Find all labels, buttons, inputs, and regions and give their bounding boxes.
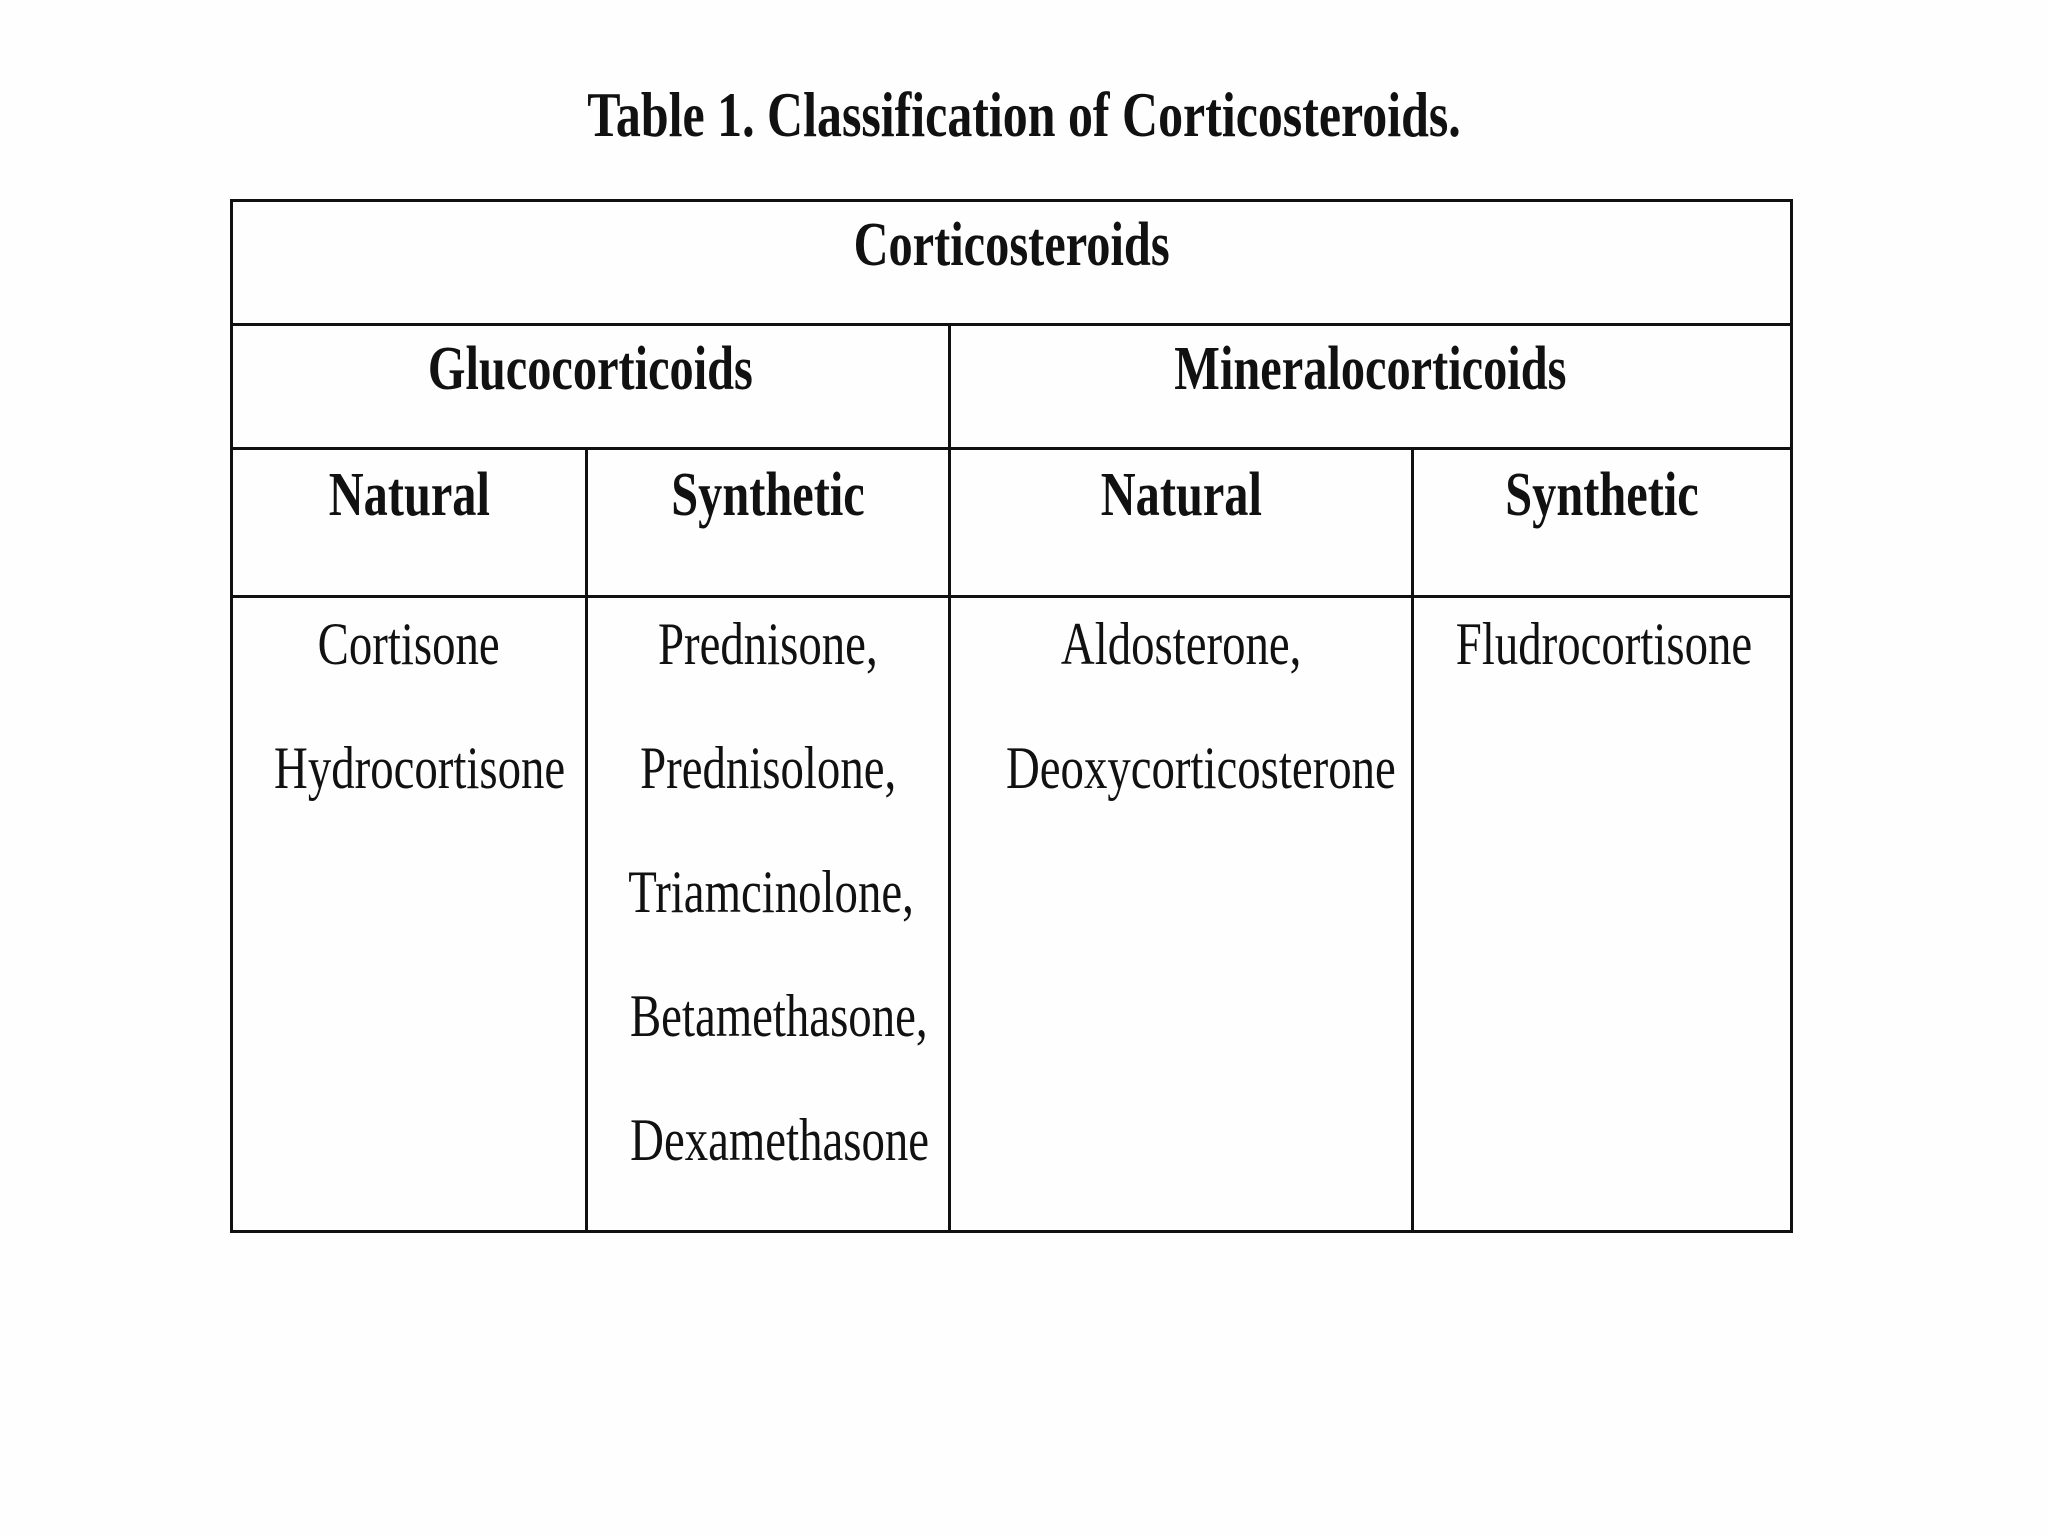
list-item: Dexamethasone bbox=[630, 1107, 930, 1173]
list-item: Hydrocortisone bbox=[274, 735, 566, 801]
cell-mineralo-natural: Aldosterone, Deoxycorticosterone bbox=[948, 595, 1414, 1233]
table-title: Table 1. Classification of Corticosteroi… bbox=[587, 79, 1461, 150]
list-item: Cortisone bbox=[317, 611, 500, 677]
classification-table: Corticosteroids Glucocorticoids Mineralo… bbox=[229, 199, 1794, 1233]
list-item: Triamcinolone, bbox=[628, 859, 914, 925]
table-row: Cortisone Hydrocortisone Prednisone, Pre… bbox=[230, 595, 1794, 1233]
list-item: Betamethasone, bbox=[629, 983, 928, 1049]
header-row-root: Corticosteroids bbox=[229, 199, 1794, 326]
header-glucocorticoids: Glucocorticoids bbox=[230, 323, 951, 450]
header-row-subtypes: Natural Synthetic Natural Synthetic bbox=[230, 447, 1794, 598]
header-corticosteroids: Corticosteroids bbox=[229, 199, 1794, 326]
cell-gluco-synthetic: Prednisone, Prednisolone, Triamcinolone,… bbox=[585, 595, 951, 1233]
header-gluco-natural: Natural bbox=[230, 447, 588, 598]
list-item: Prednisone, bbox=[658, 611, 878, 677]
cell-gluco-natural: Cortisone Hydrocortisone bbox=[230, 595, 588, 1233]
list-item: Deoxycorticosterone bbox=[1005, 735, 1396, 801]
list-item: Aldosterone, bbox=[1060, 611, 1302, 677]
list-item: Fludrocortisone bbox=[1455, 611, 1753, 677]
cell-mineralo-synthetic: Fludrocortisone bbox=[1410, 595, 1794, 1233]
header-row-groups: Glucocorticoids Mineralocorticoids bbox=[230, 323, 1794, 450]
header-mineralo-synthetic: Synthetic bbox=[1410, 447, 1794, 598]
header-mineralo-natural: Natural bbox=[948, 447, 1414, 598]
header-gluco-synthetic: Synthetic bbox=[585, 447, 951, 598]
list-item: Prednisolone, bbox=[639, 735, 897, 801]
header-mineralocorticoids: Mineralocorticoids bbox=[947, 323, 1794, 450]
